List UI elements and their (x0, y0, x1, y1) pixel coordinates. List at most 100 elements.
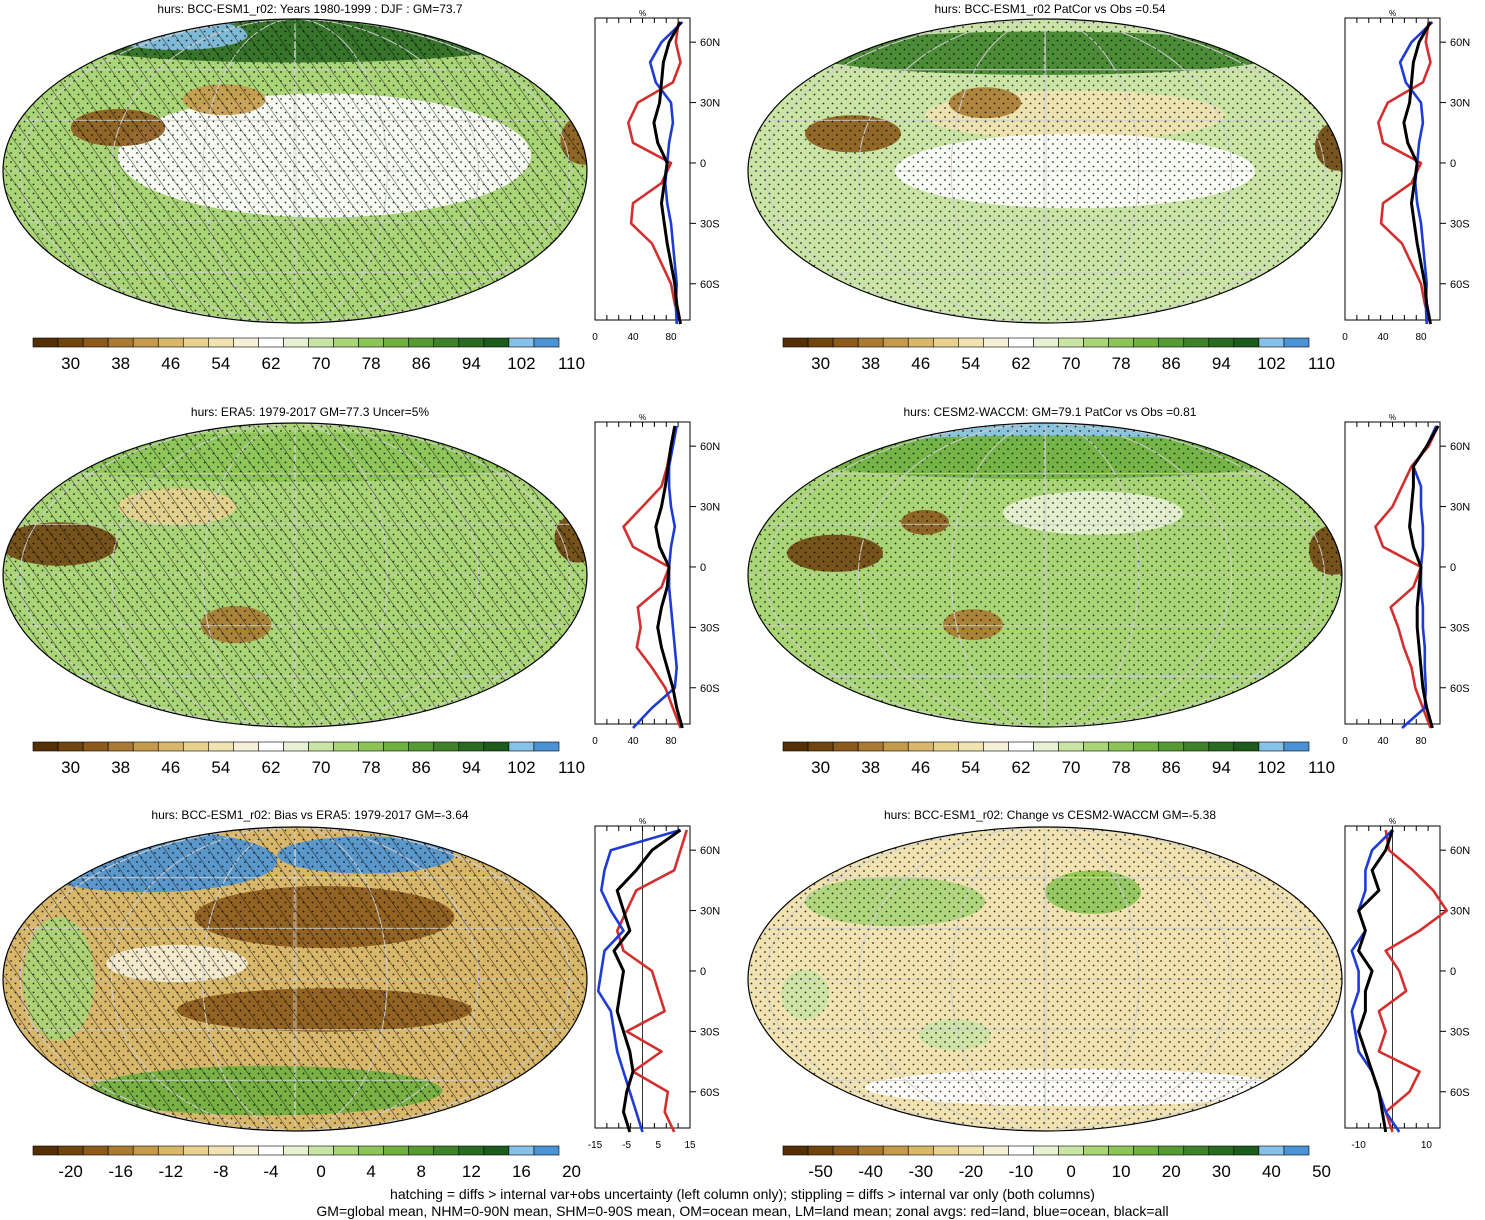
colorbar-swatch (958, 1145, 984, 1156)
stipple-overlay (748, 423, 1342, 727)
map-panel (2, 18, 588, 324)
stipple-overlay (748, 19, 1342, 323)
colorbar-swatch (857, 337, 884, 348)
colorbar-swatch (358, 337, 384, 348)
map-border (2, 18, 588, 324)
colorbar-swatch (508, 1145, 535, 1156)
footer-line-1: hatching = diffs > internal var+obs unce… (390, 1186, 1095, 1202)
colorbar-swatch (832, 741, 859, 752)
colorbar-swatch (1133, 741, 1160, 752)
colorbar-label: 62 (1011, 758, 1030, 777)
colorbar-swatch (233, 741, 259, 752)
colorbar: -20 -16 -12 -8 -4 0 4 8 12 16 20 (32, 1145, 581, 1181)
colorbar-label: 110 (558, 354, 585, 373)
colorbar-swatch (533, 337, 560, 348)
colorbar-swatch (408, 337, 435, 348)
panel-title: hurs: CESM2-WACCM: GM=79.1 PatCor vs Obs… (903, 405, 1197, 419)
zonal-profile: % 60N 30N 0 30S 60S 0 40 80 (1342, 413, 1470, 747)
colorbar-label: 94 (462, 354, 481, 373)
colorbar-swatch (1108, 337, 1134, 348)
colorbar-swatch (907, 1145, 934, 1156)
colorbar-label: 38 (861, 354, 880, 373)
colorbar-label: 0 (316, 1162, 325, 1181)
colorbar-label: 20 (562, 1162, 581, 1181)
colorbar-swatch (208, 337, 234, 348)
colorbar-swatch (57, 337, 84, 348)
series-all (612, 828, 682, 1133)
colorbar-label: 46 (911, 758, 930, 777)
lat-tick-label: 30N (700, 502, 720, 514)
panel-title: hurs: BCC-ESM1_r02: Years 1980-1999 : DJ… (157, 2, 463, 16)
colorbar-swatch (932, 337, 959, 348)
colorbar-swatch (958, 741, 984, 752)
colorbar-swatch (107, 337, 134, 348)
colorbar-swatch (157, 741, 184, 752)
x-tick-label: 80 (1415, 736, 1427, 747)
colorbar-swatch (1283, 1145, 1310, 1156)
colorbar-swatch (132, 1145, 159, 1156)
colorbar-swatch (82, 1145, 109, 1156)
colorbar-swatch (832, 337, 859, 348)
colorbar-label: 102 (507, 354, 535, 373)
colorbar-label: 94 (462, 758, 481, 777)
x-tick-label: 80 (665, 736, 677, 747)
profile-xlabel: % (1389, 9, 1396, 18)
colorbar-swatch (1208, 741, 1235, 752)
colorbar-swatch (208, 1145, 234, 1156)
colorbar-label: 70 (312, 354, 331, 373)
x-tick-label: 0 (592, 736, 598, 747)
panel-title: hurs: BCC-ESM1_r02 PatCor vs Obs =0.54 (934, 2, 1166, 16)
colorbar-swatch (1233, 741, 1260, 752)
map-panel (2, 422, 588, 728)
colorbar: -50 -40 -30 -20 -10 0 10 20 30 40 50 (782, 1145, 1331, 1181)
colorbar-swatch (1083, 337, 1109, 348)
colorbar-swatch (208, 741, 234, 752)
colorbar-swatch (1158, 337, 1185, 348)
colorbar-swatch (383, 1145, 410, 1156)
colorbar-swatch (1158, 1145, 1185, 1156)
lat-tick-label: 0 (700, 158, 706, 170)
lat-tick-label: 0 (700, 562, 706, 574)
colorbar-swatch (807, 741, 834, 752)
colorbar-swatch (1133, 337, 1160, 348)
colorbar-label: -30 (908, 1162, 933, 1181)
colorbar-swatch (182, 741, 209, 752)
colorbar-label: 70 (312, 758, 331, 777)
profile-xlabel: % (1389, 413, 1396, 422)
colorbar-swatch (358, 741, 384, 752)
colorbar-swatch (857, 741, 884, 752)
colorbar-swatch (283, 337, 309, 348)
colorbar-swatch (333, 741, 359, 752)
colorbar-label: 110 (1308, 354, 1335, 373)
colorbar-swatch (1258, 741, 1285, 752)
colorbar-swatch (1058, 741, 1084, 752)
lat-tick-label: 30S (1450, 1026, 1470, 1038)
colorbar: 30 38 46 54 62 70 78 86 94 102 110 (32, 337, 585, 373)
colorbar-swatch (1058, 337, 1084, 348)
colorbar-label: -16 (108, 1162, 133, 1181)
colorbar-swatch (283, 741, 309, 752)
lat-tick-label: 30S (1450, 622, 1470, 634)
colorbar-swatch (983, 1145, 1009, 1156)
x-tick-label: 40 (627, 736, 639, 747)
colorbar-label: 16 (512, 1162, 531, 1181)
lat-tick-label: 0 (1450, 158, 1456, 170)
colorbar-label: -40 (858, 1162, 883, 1181)
colorbar-swatch (233, 1145, 259, 1156)
colorbar-swatch (458, 1145, 485, 1156)
colorbar-label: 54 (211, 758, 230, 777)
zonal-profile: % 60N 30N 0 30S 60S 0 40 80 (592, 413, 720, 747)
series-all (1408, 425, 1440, 729)
colorbar-swatch (458, 741, 485, 752)
series-land (1374, 425, 1440, 729)
colorbar-label: 38 (111, 758, 130, 777)
x-tick-label: -10 (1351, 1140, 1366, 1151)
map-border (2, 422, 588, 728)
colorbar-swatch (1033, 337, 1059, 348)
colorbar-label: -10 (1009, 1162, 1034, 1181)
colorbar-swatch (57, 741, 84, 752)
colorbar-swatch (483, 1145, 510, 1156)
panel-title: hurs: BCC-ESM1_r02: Bias vs ERA5: 1979-2… (151, 808, 469, 822)
colorbar-label: 20 (1162, 1162, 1181, 1181)
colorbar-label: 54 (961, 758, 980, 777)
